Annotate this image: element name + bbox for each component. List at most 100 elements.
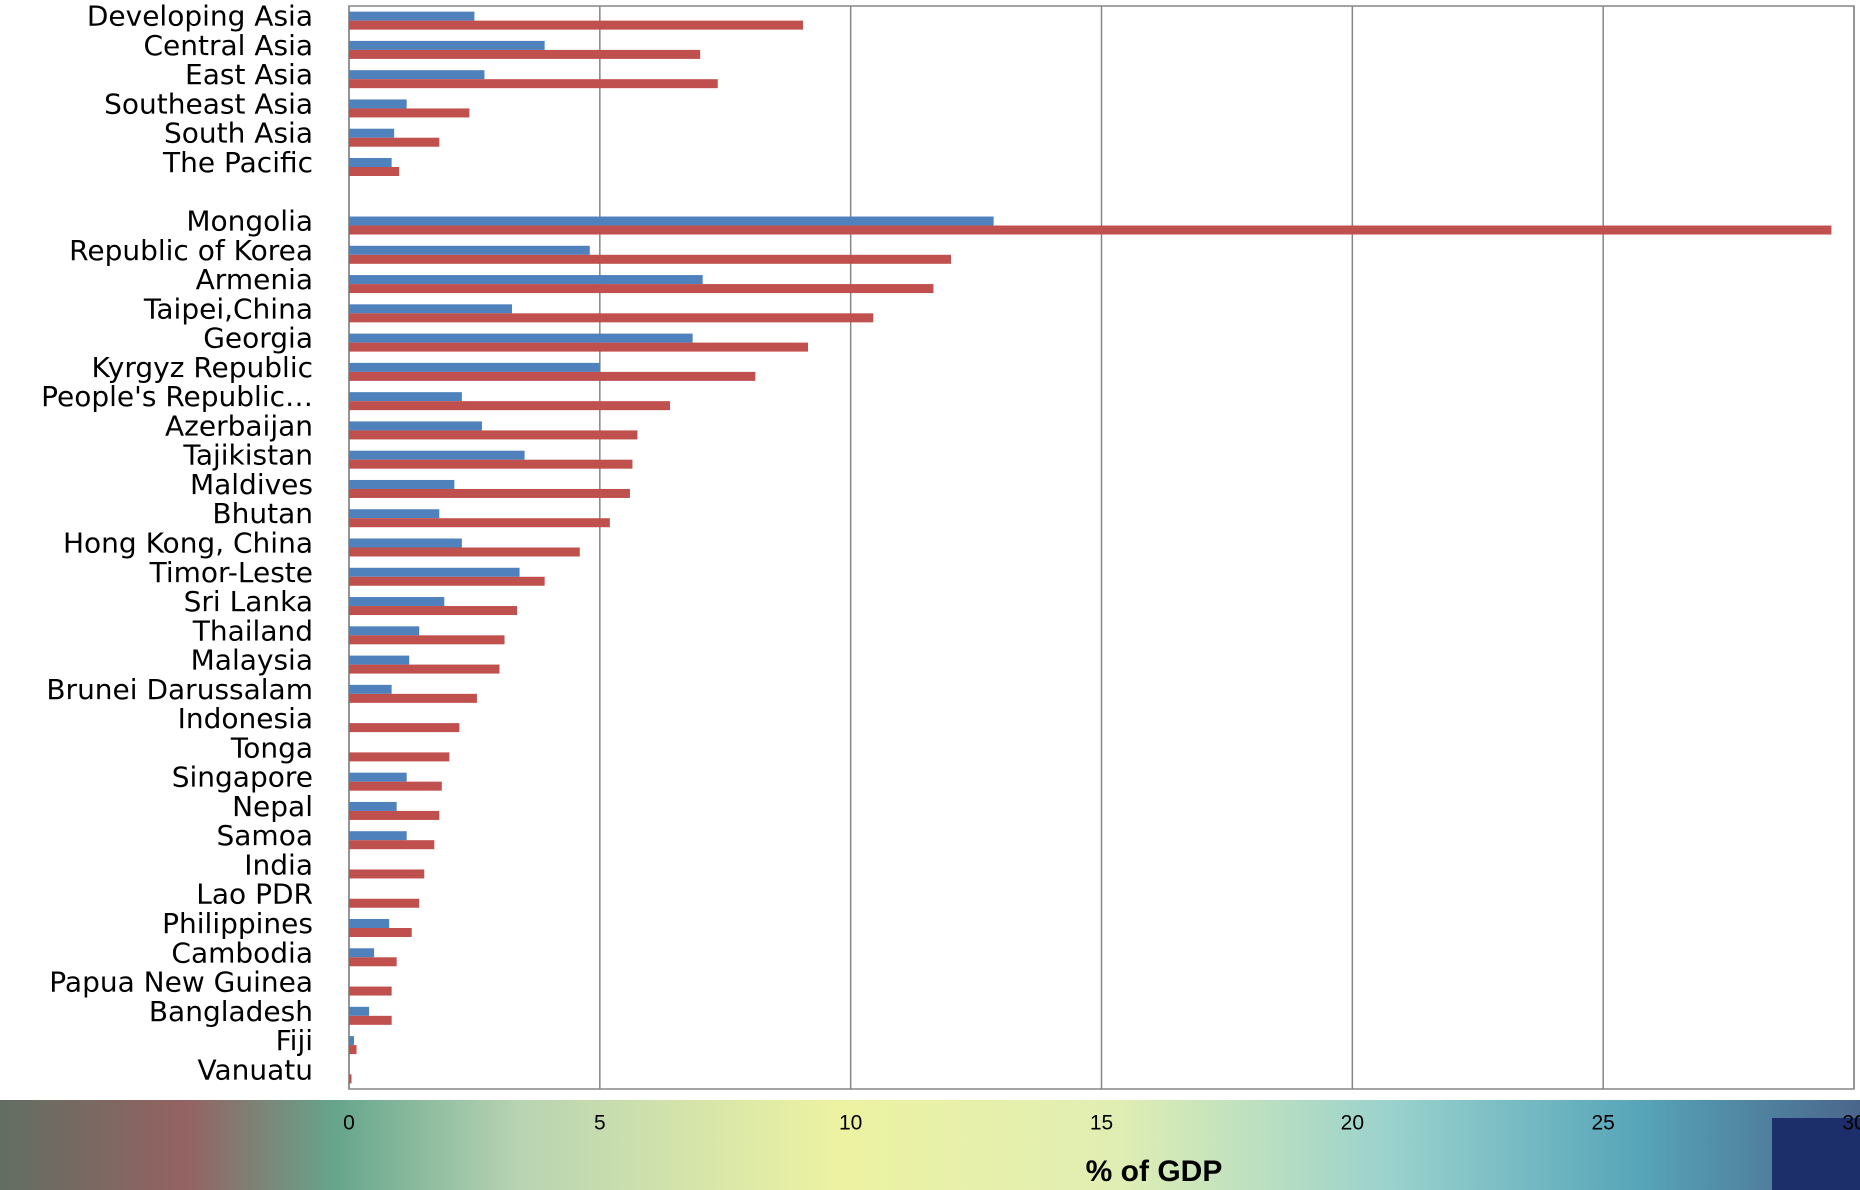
y-tick-label: Timor-Leste: [149, 556, 313, 589]
bar: [349, 1036, 354, 1045]
bar: [349, 577, 545, 586]
bar: [349, 597, 444, 606]
y-tick-label: Papua New Guinea: [49, 966, 313, 999]
bar: [349, 480, 454, 489]
y-tick-label: Southeast Asia: [104, 87, 313, 120]
bar: [349, 928, 412, 937]
bar: [349, 334, 693, 343]
bar: [349, 255, 951, 264]
bar: [349, 518, 610, 527]
y-tick-label: Vanuatu: [197, 1053, 313, 1086]
x-tick-label: 20: [1341, 1112, 1364, 1135]
bar: [349, 665, 500, 674]
y-tick-label: Lao PDR: [196, 878, 313, 911]
bar: [349, 401, 670, 410]
y-tick-label: Cambodia: [171, 936, 313, 969]
y-tick-label: Malaysia: [191, 644, 313, 677]
y-tick-label: Kyrgyz Republic: [91, 351, 313, 384]
y-tick-label: Bangladesh: [149, 995, 313, 1028]
y-tick-label: Republic of Korea: [69, 234, 313, 267]
x-tick-label: 10: [839, 1112, 862, 1135]
x-tick-label: 5: [594, 1112, 606, 1135]
bar: [349, 626, 419, 635]
bar: [349, 392, 462, 401]
bar: [349, 1045, 357, 1054]
y-tick-label: Thailand: [192, 614, 313, 647]
y-tick-label: Mongolia: [186, 205, 313, 238]
bar: [349, 138, 439, 147]
y-tick-label: Tonga: [230, 731, 313, 764]
bar: [349, 451, 525, 460]
bar: [349, 430, 637, 439]
y-tick-label: Georgia: [203, 322, 313, 355]
bar: [349, 304, 512, 313]
x-tick-label: 15: [1090, 1112, 1113, 1135]
bar: [349, 246, 590, 255]
bar: [349, 275, 703, 284]
bar: [349, 1074, 352, 1083]
y-tick-label: Bhutan: [212, 497, 313, 530]
y-tick-label: Developing Asia: [87, 0, 313, 33]
bar: [349, 1016, 392, 1025]
bar: [349, 919, 389, 928]
y-tick-label: People's Republic…: [41, 380, 313, 413]
bar: [349, 99, 407, 108]
bar: [349, 284, 933, 293]
bar: [349, 372, 755, 381]
bar: [349, 226, 1831, 235]
bar: [349, 21, 803, 30]
bar: [349, 1007, 369, 1016]
bar: [349, 548, 580, 557]
bar: [349, 489, 630, 498]
bar: [349, 869, 424, 878]
bar: [349, 108, 469, 117]
y-tick-label: Armenia: [196, 263, 313, 296]
bar: [349, 421, 482, 430]
bar: [349, 782, 442, 791]
bar: [349, 70, 484, 79]
bar: [349, 568, 520, 577]
bar: [349, 539, 462, 548]
bar: [349, 899, 419, 908]
x-axis-title: % of GDP: [1086, 1155, 1223, 1188]
bar: [349, 840, 434, 849]
x-tick-label: 25: [1591, 1112, 1614, 1135]
chart: % of GDP 051015202530Developing AsiaCent…: [0, 0, 1860, 1190]
y-tick-label: Samoa: [217, 819, 314, 852]
y-tick-label: Tajikistan: [182, 439, 313, 472]
y-tick-label: Singapore: [172, 761, 313, 794]
bar: [349, 957, 397, 966]
y-tick-label: India: [244, 848, 313, 881]
y-tick-label: The Pacific: [162, 146, 313, 179]
bar: [349, 41, 545, 50]
y-tick-label: Indonesia: [178, 702, 313, 735]
y-tick-label: Sri Lanka: [184, 585, 313, 618]
bar: [349, 167, 399, 176]
bar: [349, 811, 439, 820]
bar: [349, 606, 517, 615]
bar: [349, 635, 505, 644]
bar: [349, 50, 700, 59]
y-tick-label: Philippines: [162, 907, 313, 940]
bar: [349, 129, 394, 138]
bar: [349, 158, 392, 167]
y-tick-label: Maldives: [190, 468, 313, 501]
bar: [349, 217, 994, 226]
bar: [349, 313, 873, 322]
x-tick-label: 0: [343, 1112, 355, 1135]
bar: [349, 460, 632, 469]
y-tick-label: South Asia: [164, 117, 313, 150]
y-tick-label: Nepal: [232, 790, 313, 823]
y-tick-label: Fiji: [276, 1024, 313, 1057]
y-tick-label: East Asia: [185, 58, 313, 91]
bar: [349, 343, 808, 352]
y-tick-label: Brunei Darussalam: [46, 673, 313, 706]
bar: [349, 773, 407, 782]
y-tick-label: Hong Kong, China: [63, 527, 313, 560]
y-tick-label: Azerbaijan: [165, 409, 313, 442]
page: {"chart_data": {"type": "hbar", "x_axis_…: [0, 0, 1860, 1190]
bar: [349, 656, 409, 665]
bar: [349, 509, 439, 518]
bar: [349, 685, 392, 694]
bar: [349, 79, 718, 88]
